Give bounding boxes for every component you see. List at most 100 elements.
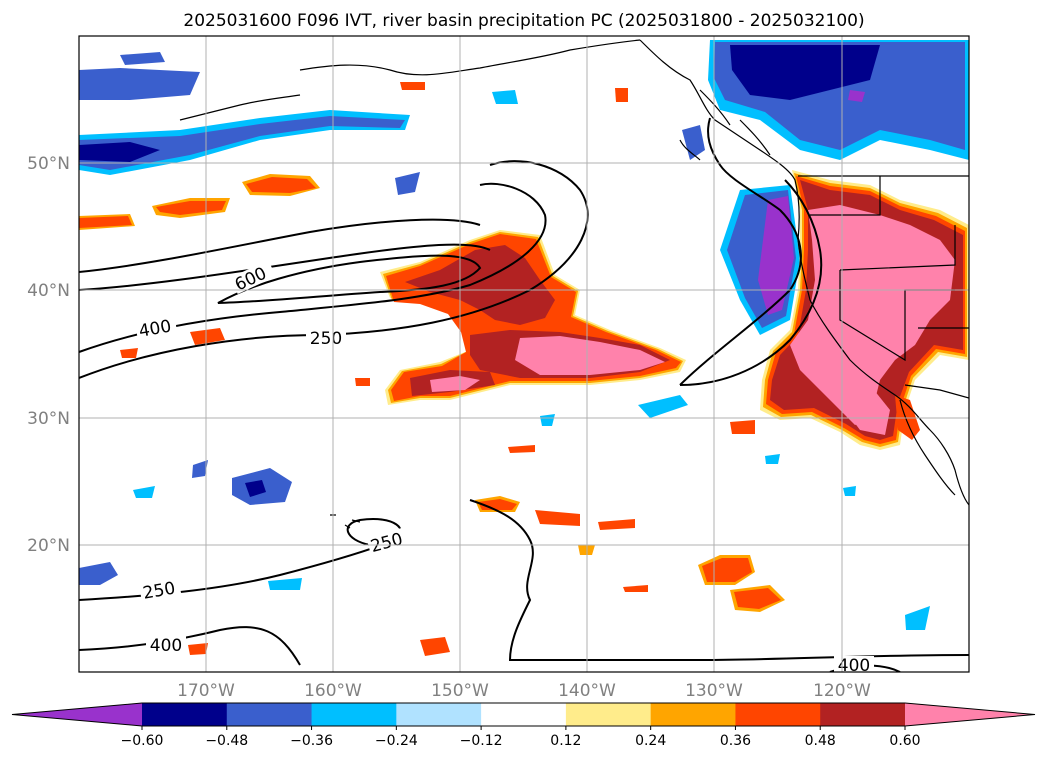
lon-label-170: 170°W — [177, 681, 235, 701]
coastlines — [179, 39, 969, 529]
pos-plume-pink — [515, 336, 665, 375]
neg-patch-8 — [268, 578, 302, 590]
contour-400-south — [79, 626, 301, 666]
neg-patch-10 — [540, 414, 555, 426]
coastline-baja — [899, 399, 956, 496]
colorbar-segment — [820, 703, 906, 726]
neg-region-gulf-alaska-max — [848, 90, 865, 102]
colorbar-tick-label: −0.48 — [205, 733, 248, 749]
pos-sub-5 — [420, 637, 450, 656]
pos-plume-darkred — [405, 245, 555, 325]
lat-label-50: 50°N — [27, 154, 70, 174]
colorbar-tick-label: 0.60 — [889, 733, 920, 749]
colorbar-segment — [142, 703, 228, 726]
neg-patch-2 — [79, 562, 118, 585]
colorbar-segment — [481, 703, 567, 726]
pos-nw-8 — [355, 378, 370, 386]
pos-sub-3 — [535, 510, 580, 526]
lon-label-150: 150°W — [431, 681, 489, 701]
colorbar-tick-label: −0.60 — [121, 733, 164, 749]
colorbar-tick-label: 0.48 — [805, 733, 836, 749]
contour-250-central — [469, 499, 969, 662]
neg-patch-1-core — [245, 480, 266, 497]
pos-plume-pink-2 — [430, 376, 480, 392]
neg-patch-4 — [638, 395, 688, 418]
neg-patch-3 — [192, 460, 208, 478]
contour-400-north — [79, 182, 547, 353]
ivt-contours — [79, 117, 969, 672]
figure-title: 2025031600 F096 IVT, river basin precipi… — [183, 11, 864, 31]
lon-label-130: 130°W — [685, 681, 743, 701]
colorbar-segment — [735, 703, 821, 726]
coastline-north-america — [639, 39, 969, 506]
contour-250-coast — [679, 117, 802, 386]
border-us-mexico — [904, 384, 969, 399]
pos-sub-7 — [623, 585, 648, 592]
colorbar-extend-min — [12, 703, 142, 726]
pos-sub-4 — [598, 519, 635, 530]
contour-250-north — [79, 160, 589, 379]
pos-nw-5 — [120, 348, 138, 358]
neg-patch-7 — [133, 486, 155, 498]
precip-shading — [79, 40, 969, 656]
lat-label-40: 40°N — [27, 281, 70, 301]
contour-250-west — [79, 218, 481, 273]
border-states-1 — [810, 176, 881, 216]
gridlines — [79, 36, 969, 672]
colorbar-segment — [565, 703, 652, 726]
pos-nw-6 — [615, 88, 628, 102]
contour-250-coast-east — [679, 179, 823, 386]
lon-label-140: 140°W — [558, 681, 616, 701]
contour-400-west — [79, 243, 491, 291]
contour-label-250-a: 250 — [310, 329, 342, 349]
neg-patch-11 — [765, 454, 780, 464]
contour-label-400-b: 400 — [150, 636, 182, 656]
lon-label-120: 120°W — [813, 681, 871, 701]
colorbar-tick-label: 0.12 — [550, 733, 581, 749]
colorbar-segment — [311, 703, 397, 726]
neg-patch-9 — [905, 606, 930, 630]
pos-nw-7 — [400, 82, 425, 90]
lat-label-20: 20°N — [27, 536, 70, 556]
pos-nw-1-red — [246, 177, 316, 193]
colorbar-tick-label: 0.36 — [720, 733, 751, 749]
colorbar-tick-label: −0.36 — [290, 733, 333, 749]
coastline-alaska — [299, 39, 641, 76]
pos-nw-3-red — [79, 216, 132, 228]
colorbar-extend-max — [905, 703, 1035, 726]
neg-region-northwest-core — [79, 142, 160, 162]
colorbar-tick-label: −0.24 — [375, 733, 418, 749]
colorbar-segment — [396, 703, 482, 726]
colorbar-segment — [226, 703, 313, 726]
pos-sub-2 — [508, 445, 535, 453]
colorbar-tick-label: 0.24 — [635, 733, 666, 749]
colorbar-tick-label: −0.12 — [460, 733, 503, 749]
lat-label-30: 30°N — [27, 409, 70, 429]
lon-tick-labels: 170°W 160°W 150°W 140°W 130°W 120°W — [177, 681, 871, 701]
contour-label-400-c: 400 — [838, 656, 870, 676]
lat-tick-labels: 50°N 40°N 30°N 20°N — [27, 154, 70, 556]
pos-sub-9 — [730, 420, 755, 434]
colorbar-segment — [650, 703, 736, 726]
pos-se-2-red — [734, 588, 781, 609]
colorbar: −0.60 −0.48 −0.36 −0.24 −0.12 0.12 0.24 0.36 0.4… — [11, 702, 1036, 749]
contour-labels: 600 400 250 250 250 400 400 — [134, 259, 874, 676]
neg-region-northwest-top2 — [120, 52, 165, 65]
coastline-bc-islands — [679, 89, 771, 161]
pos-sub-6 — [188, 643, 208, 655]
lon-label-160: 160°W — [304, 681, 362, 701]
pos-nw-4 — [190, 328, 225, 345]
contour-600 — [217, 254, 482, 304]
border-states-3 — [839, 225, 956, 271]
neg-patch-12 — [843, 486, 856, 496]
pos-westcoast-pink-socal — [845, 385, 890, 435]
neg-region-offshore-west-max — [758, 196, 794, 315]
map-frame — [78, 35, 970, 673]
map-panel: 600 400 250 250 250 400 400 — [78, 35, 970, 676]
neg-patch-6 — [395, 172, 420, 195]
neg-region-northwest-top — [79, 68, 200, 100]
neg-patch-5 — [492, 90, 518, 104]
pos-westcoast-pink — [790, 205, 955, 425]
pos-nw-2-red — [156, 201, 226, 215]
